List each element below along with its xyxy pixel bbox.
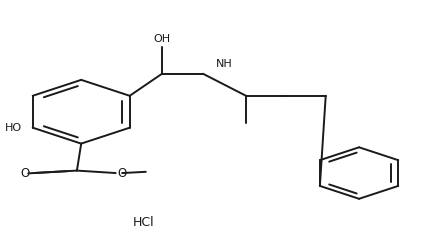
Text: O: O [118, 167, 127, 180]
Text: OH: OH [153, 34, 170, 44]
Text: HO: HO [5, 123, 22, 133]
Text: O: O [20, 167, 29, 180]
Text: NH: NH [216, 59, 233, 69]
Text: HCl: HCl [133, 216, 155, 229]
